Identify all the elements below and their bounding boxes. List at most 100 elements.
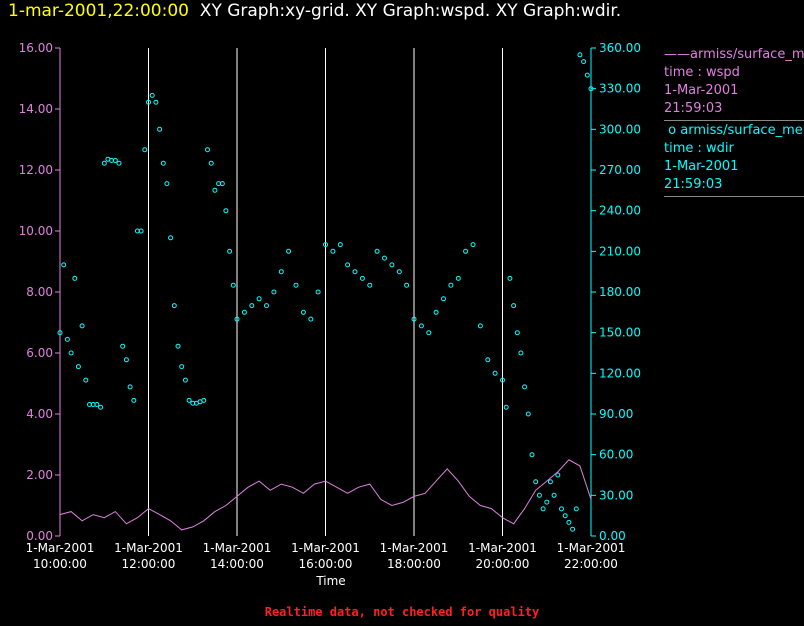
y-left-tick-label: 2.00	[26, 468, 53, 482]
wdir-point	[433, 309, 439, 315]
wdir-point	[566, 519, 572, 525]
quality-notice: Realtime data, not checked for quality	[264, 605, 540, 619]
y-right-tick-label: 300.00	[599, 122, 641, 136]
wdir-point	[212, 187, 218, 193]
x-tick-label-time: 16:00:00	[299, 557, 353, 571]
wdir-point	[171, 303, 177, 309]
x-tick-label-date: 1-Mar-2001	[291, 541, 360, 555]
x-tick-label-time: 22:00:00	[564, 557, 618, 571]
legend-name-wspd: ——armiss/surface_me	[664, 46, 804, 64]
wdir-point	[441, 296, 446, 302]
wdir-point	[463, 248, 469, 254]
wdir-point	[555, 472, 561, 478]
x-tick-label-date: 1-Mar-2001	[380, 541, 449, 555]
wdir-point	[500, 377, 505, 383]
wdir-point	[540, 506, 546, 512]
wdir-point	[61, 262, 67, 268]
title-timestamp: 1-mar-2001,22:00:00	[8, 1, 189, 21]
y-left-tick-label: 8.00	[26, 285, 53, 299]
wdir-point	[577, 52, 583, 58]
wdir-point	[562, 513, 568, 519]
y-right-tick-label: 150.00	[599, 326, 641, 340]
wdir-point	[511, 303, 517, 309]
x-tick-label-date: 1-Mar-2001	[468, 541, 537, 555]
title-graphs: XY Graph:xy-grid. XY Graph:wspd. XY Grap…	[199, 1, 622, 21]
x-tick-label-time: 18:00:00	[387, 557, 441, 571]
wdir-point	[72, 275, 78, 281]
wdir-point	[389, 262, 395, 268]
x-tick-label-time: 20:00:00	[476, 557, 530, 571]
wdir-point	[101, 160, 107, 166]
wdir-point	[230, 282, 236, 288]
wspd-line	[59, 459, 592, 531]
wdir-point	[536, 492, 542, 498]
wdir-point	[584, 72, 590, 78]
wdir-point	[157, 126, 163, 132]
y-left-tick-label: 6.00	[26, 346, 53, 360]
wdir-point	[120, 343, 126, 349]
wdir-point	[503, 404, 509, 410]
wdir-point	[286, 248, 292, 254]
y-left-tick-label: 4.00	[26, 407, 53, 421]
wdir-point	[352, 269, 358, 275]
legend-time: 21:59:03	[664, 177, 723, 192]
y-right-tick-label: 240.00	[599, 204, 641, 218]
legend-date: 1-Mar-2001	[664, 159, 739, 174]
wdir-point	[529, 452, 535, 458]
wdir-point	[256, 296, 262, 302]
wdir-point	[485, 357, 491, 363]
wdir-point	[507, 275, 513, 281]
y-right-tick-label: 270.00	[599, 163, 641, 177]
wdir-point	[208, 160, 214, 166]
wdir-point	[271, 289, 277, 295]
legend-label: armiss/surface_me	[680, 123, 803, 138]
y-right-tick-label: 60.00	[599, 448, 633, 462]
y-right-tick-label: 210.00	[599, 244, 641, 258]
wdir-point	[223, 208, 229, 214]
x-tick-label-time: 14:00:00	[210, 557, 264, 571]
wdir-point	[241, 309, 247, 315]
y-left-tick-label: 14.00	[19, 102, 53, 116]
legend-date: 1-Mar-2001	[664, 83, 739, 98]
y-left-tick-label: 10.00	[19, 224, 53, 238]
wdir-point	[131, 397, 137, 403]
wdir-point	[278, 269, 284, 275]
wdir-point	[418, 323, 424, 329]
wdir-series	[57, 52, 594, 532]
legend-variable: time : wspd	[664, 65, 740, 80]
legend-marker-circle: o	[668, 123, 677, 138]
wdir-point	[149, 92, 155, 98]
wdir-point	[153, 99, 159, 105]
legend-label: armiss/surface_me	[690, 47, 804, 62]
wdir-point	[164, 181, 170, 187]
y-right-tick-label: 180.00	[599, 285, 641, 299]
x-axis-label: Time	[315, 574, 345, 588]
wdir-point	[75, 364, 81, 370]
legend-variable: time : wdir	[664, 141, 734, 156]
wdir-point	[227, 248, 233, 254]
x-tick-label-date: 1-Mar-2001	[26, 541, 95, 555]
legend-entry-wspd: ——armiss/surface_me time : wspd 1-Mar-20…	[664, 46, 804, 121]
wdir-point	[396, 269, 402, 275]
wdir-point	[404, 282, 410, 288]
wdir-point	[518, 350, 524, 356]
x-tick-label-date: 1-Mar-2001	[203, 541, 272, 555]
wdir-point	[201, 397, 207, 403]
wdir-point	[337, 242, 343, 248]
wdir-point	[116, 160, 122, 166]
wdir-point	[448, 282, 454, 288]
y-right-tick-label: 30.00	[599, 488, 633, 502]
wdir-point	[205, 147, 210, 153]
wdir-point	[94, 402, 100, 407]
chart-title: 1-mar-2001,22:00:00 XY Graph:xy-grid. XY…	[8, 1, 621, 21]
wdir-point	[98, 404, 104, 410]
wdir-point	[127, 384, 133, 390]
wdir-point	[160, 160, 166, 166]
legend: ——armiss/surface_me time : wspd 1-Mar-20…	[664, 46, 804, 198]
wdir-point	[426, 330, 432, 336]
wdir-point	[588, 86, 594, 92]
legend-time: 21:59:03	[664, 101, 723, 116]
wdir-point	[477, 323, 483, 329]
wdir-point	[330, 248, 336, 254]
